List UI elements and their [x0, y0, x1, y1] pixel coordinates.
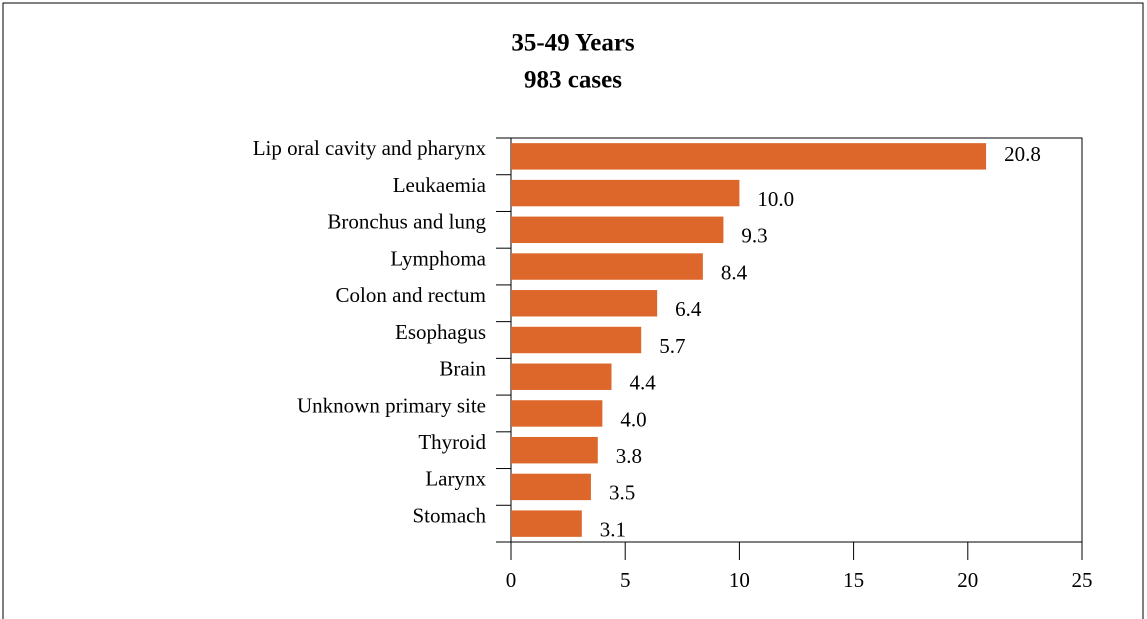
bar: [511, 326, 642, 354]
value-label: 3.5: [609, 481, 635, 505]
bar: [511, 253, 703, 280]
x-tick-label: 20: [957, 568, 978, 592]
bar: [511, 290, 658, 317]
bar: [511, 363, 612, 390]
bar: [511, 436, 598, 464]
x-tick-label: 0: [506, 568, 517, 592]
value-label: 4.0: [620, 407, 646, 431]
bar: [511, 473, 591, 501]
x-tick-label: 25: [1072, 568, 1093, 592]
y-tick-label: Colon and rectum: [336, 283, 486, 307]
bar: [511, 143, 987, 170]
y-tick-label: Stomach: [413, 503, 487, 527]
y-tick-label: Unknown primary site: [297, 393, 486, 417]
y-tick-label: Bronchus and lung: [327, 210, 486, 234]
value-label: 5.7: [659, 334, 685, 358]
chart-subtitle: 983 cases: [524, 67, 622, 94]
value-label: 3.1: [600, 517, 626, 541]
y-tick-label: Leukaemia: [393, 173, 487, 197]
x-tick-label: 15: [843, 568, 864, 592]
value-label: 20.8: [1004, 142, 1041, 166]
bar: [511, 510, 582, 537]
x-tick-label: 10: [729, 568, 750, 592]
y-tick-label: Esophagus: [395, 320, 486, 344]
bar: [511, 179, 740, 207]
value-label: 8.4: [721, 260, 748, 284]
y-tick-label: Lymphoma: [390, 246, 486, 270]
value-label: 4.4: [629, 371, 656, 395]
chart-title: 35-49 Years: [511, 30, 635, 57]
bar: [511, 400, 603, 427]
value-label: 10.0: [757, 187, 794, 211]
y-tick-label: Thyroid: [418, 430, 486, 454]
y-tick-label: Lip oral cavity and pharynx: [253, 136, 487, 160]
y-tick-label: Larynx: [425, 467, 486, 491]
value-label: 6.4: [675, 297, 702, 321]
y-tick-label: Brain: [439, 357, 486, 381]
value-label: 3.8: [616, 444, 642, 468]
value-label: 9.3: [741, 224, 767, 248]
bar: [511, 216, 724, 244]
x-tick-label: 5: [620, 568, 631, 592]
